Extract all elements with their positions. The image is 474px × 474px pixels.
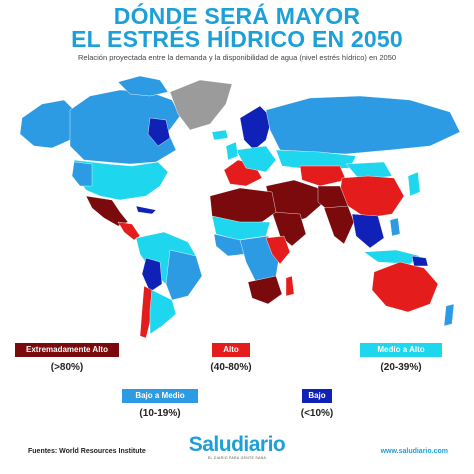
- region-mongolia: [345, 161, 393, 181]
- brand-tagline: EL DIARIO PARA GENTE SANA: [207, 456, 267, 460]
- region-scandinavia: [239, 105, 273, 151]
- region-australia: [371, 261, 439, 313]
- legend-range-medio-alto: (20-39%): [380, 362, 422, 373]
- legend-range-alto: (40-80%): [210, 362, 252, 373]
- world-map: [19, 75, 461, 339]
- region-peru-bolivia: [141, 257, 163, 293]
- legend-label-alto: Alto: [212, 343, 250, 357]
- region-uk: [225, 141, 239, 161]
- region-argentina: [149, 289, 177, 335]
- region-sahel: [211, 215, 271, 241]
- legend-label-bajo-medio: Bajo a Medio: [122, 389, 198, 403]
- region-central-america: [117, 221, 141, 241]
- region-russia: [265, 95, 461, 155]
- region-west-africa: [213, 233, 247, 257]
- region-mexico: [85, 195, 129, 227]
- region-indonesia: [363, 249, 421, 265]
- region-iceland: [211, 129, 229, 141]
- region-southern-africa: [247, 275, 283, 305]
- region-greenland: [169, 79, 233, 131]
- legend-range-bajo: (<10%): [300, 408, 334, 419]
- region-papua: [411, 255, 429, 267]
- region-madagascar: [285, 275, 295, 297]
- legend-range-bajo-medio: (10-19%): [139, 408, 181, 419]
- region-alaska: [19, 99, 75, 149]
- region-usa: [73, 159, 169, 201]
- brand-name: Saludiario: [188, 433, 286, 456]
- title-line-2: EL ESTRÉS HÍDRICO EN 2050: [71, 26, 403, 52]
- region-caribbean: [135, 205, 157, 215]
- legend-label-bajo: Bajo: [302, 389, 332, 403]
- region-arabia: [271, 211, 307, 247]
- region-philippines: [389, 217, 401, 237]
- region-canada-east: [147, 117, 171, 147]
- source-credit: Fuentes: World Resources Institute: [28, 448, 146, 455]
- region-canada-islands: [117, 75, 169, 97]
- region-usa-west: [71, 161, 93, 187]
- region-central-europe: [235, 145, 277, 173]
- region-canada: [69, 89, 181, 165]
- website-link[interactable]: www.saludiario.com: [380, 448, 448, 455]
- region-japan: [407, 171, 421, 197]
- region-kazakhstan: [299, 165, 347, 187]
- region-india: [323, 205, 355, 245]
- title-line-1: DÓNDE SERÁ MAYOR: [113, 3, 361, 29]
- brand-logo: Saludiario EL DIARIO PARA GENTE SANA: [180, 433, 294, 461]
- region-east-africa: [265, 235, 291, 265]
- legend-label-extremadamente-alto: Extremadamente Alto: [15, 343, 119, 357]
- region-new-zealand: [443, 303, 455, 327]
- region-brazil-east: [165, 249, 203, 301]
- legend-range-extremadamente-alto: (>80%): [50, 362, 84, 373]
- legend-label-medio-alto: Medio a Alto: [360, 343, 442, 357]
- subtitle: Relación proyectada entre la demanda y l…: [77, 53, 397, 62]
- region-southeast-asia: [351, 213, 385, 249]
